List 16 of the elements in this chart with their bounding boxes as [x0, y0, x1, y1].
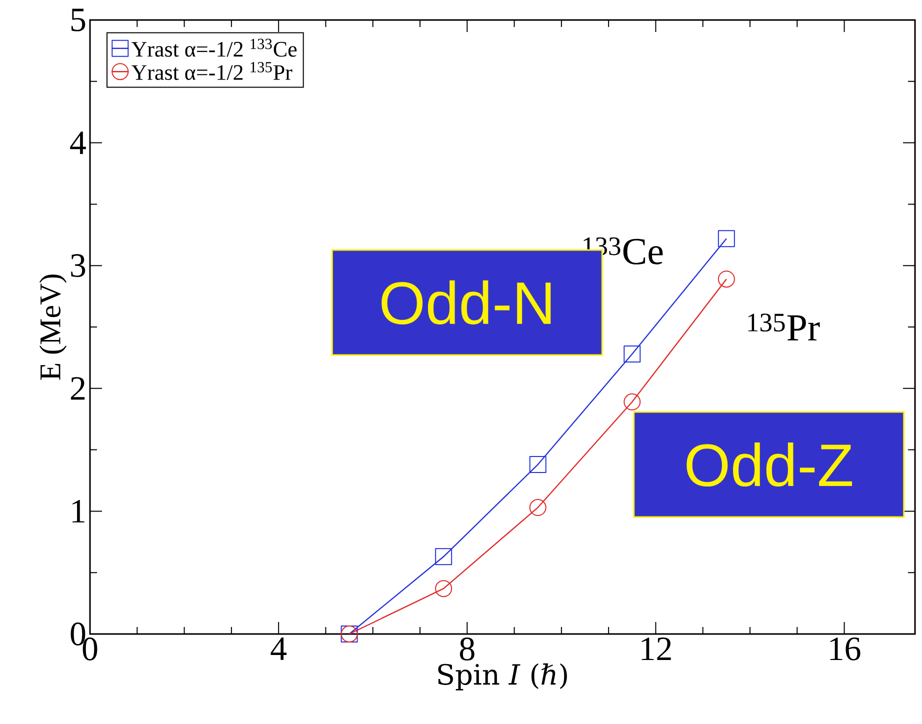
y-axis-title: E (MeV) [39, 274, 67, 380]
legend-label: Yrast α=-1/2 $^{135}$Pr [132, 62, 292, 80]
x-tick-label: 12 [642, 638, 671, 660]
x-tick-label: 4 [270, 638, 287, 660]
y-tick-label: 2 [70, 377, 85, 400]
y-tick-label: 1 [72, 500, 84, 522]
annotation: $^{135}$Pr [748, 314, 820, 340]
x-axis-title: Spin I (ℏ) [438, 663, 567, 690]
annotation: Odd-Z [686, 442, 852, 487]
x-tick-label: 8 [460, 638, 474, 660]
y-tick-label: 3 [71, 254, 86, 278]
legend-label: Yrast α=-1/2 $^{133}$Ce [132, 38, 297, 57]
y-tick-label: 5 [71, 8, 86, 32]
annotation: Odd-N [382, 280, 551, 324]
y-tick-label: 4 [70, 132, 86, 154]
x-tick-label: 16 [830, 638, 860, 660]
